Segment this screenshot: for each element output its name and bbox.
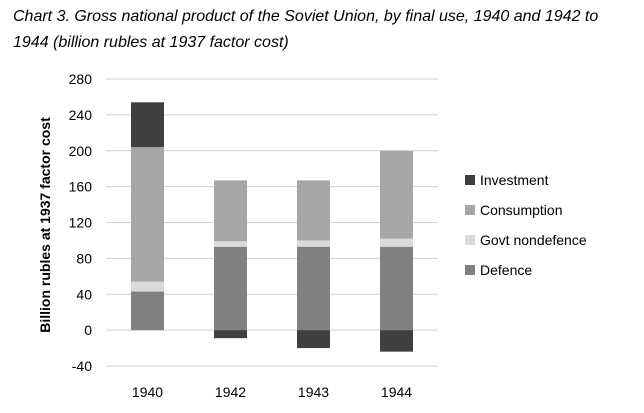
legend-swatch <box>465 205 475 215</box>
bar-defence-1940 <box>131 291 164 331</box>
bar-investment-1943 <box>297 330 330 349</box>
bar-defence-1943 <box>297 246 330 331</box>
x-tick-label: 1943 <box>298 384 329 400</box>
y-tick-label: 200 <box>69 143 93 159</box>
y-tick-label: 240 <box>69 107 93 123</box>
legend-swatch <box>465 235 475 245</box>
y-tick-label: -40 <box>72 358 92 374</box>
legend-swatch <box>465 265 475 275</box>
legend-swatch <box>465 175 475 185</box>
y-tick-label: 160 <box>69 179 93 195</box>
y-tick-label: 120 <box>69 215 93 231</box>
x-tick-label: 1940 <box>132 384 163 400</box>
y-tick-label: 0 <box>84 322 92 338</box>
legend-label: Govt nondefence <box>480 232 587 248</box>
bar-defence-1942 <box>214 246 247 331</box>
bar-consumption-1943 <box>297 180 330 241</box>
y-tick-label: 280 <box>69 71 93 87</box>
bar-investment-1940 <box>131 102 164 148</box>
bar-consumption-1940 <box>131 147 164 282</box>
x-tick-label: 1942 <box>215 384 246 400</box>
bar-investment-1942 <box>214 330 247 339</box>
legend-label: Consumption <box>480 202 563 218</box>
y-tick-label: 40 <box>76 286 92 302</box>
y-axis-title: Billion rubles at 1937 factor cost <box>37 117 53 333</box>
bar-govt-nondefence-1943 <box>297 240 330 247</box>
legend-label: Investment <box>480 172 549 188</box>
y-tick-label: 80 <box>76 250 92 266</box>
x-axis-ticks: 1940 1942 1943 1944 <box>132 384 412 400</box>
bar-govt-nondefence-1942 <box>214 241 247 247</box>
bar-govt-nondefence-1940 <box>131 281 164 292</box>
legend: Investment Consumption Govt nondefence Defe… <box>465 172 587 278</box>
bar-investment-1944 <box>380 330 413 352</box>
legend-label: Defence <box>480 262 532 278</box>
chart-title: Chart 3. Gross national product of the S… <box>13 8 599 51</box>
y-axis-ticks: -40 0 40 80 120 160 200 240 280 <box>69 71 93 374</box>
bar-defence-1944 <box>380 246 413 331</box>
bar-consumption-1942 <box>214 180 247 242</box>
bars <box>131 102 413 352</box>
x-tick-label: 1944 <box>381 384 412 400</box>
bar-govt-nondefence-1944 <box>380 238 413 247</box>
bar-consumption-1944 <box>380 150 413 239</box>
